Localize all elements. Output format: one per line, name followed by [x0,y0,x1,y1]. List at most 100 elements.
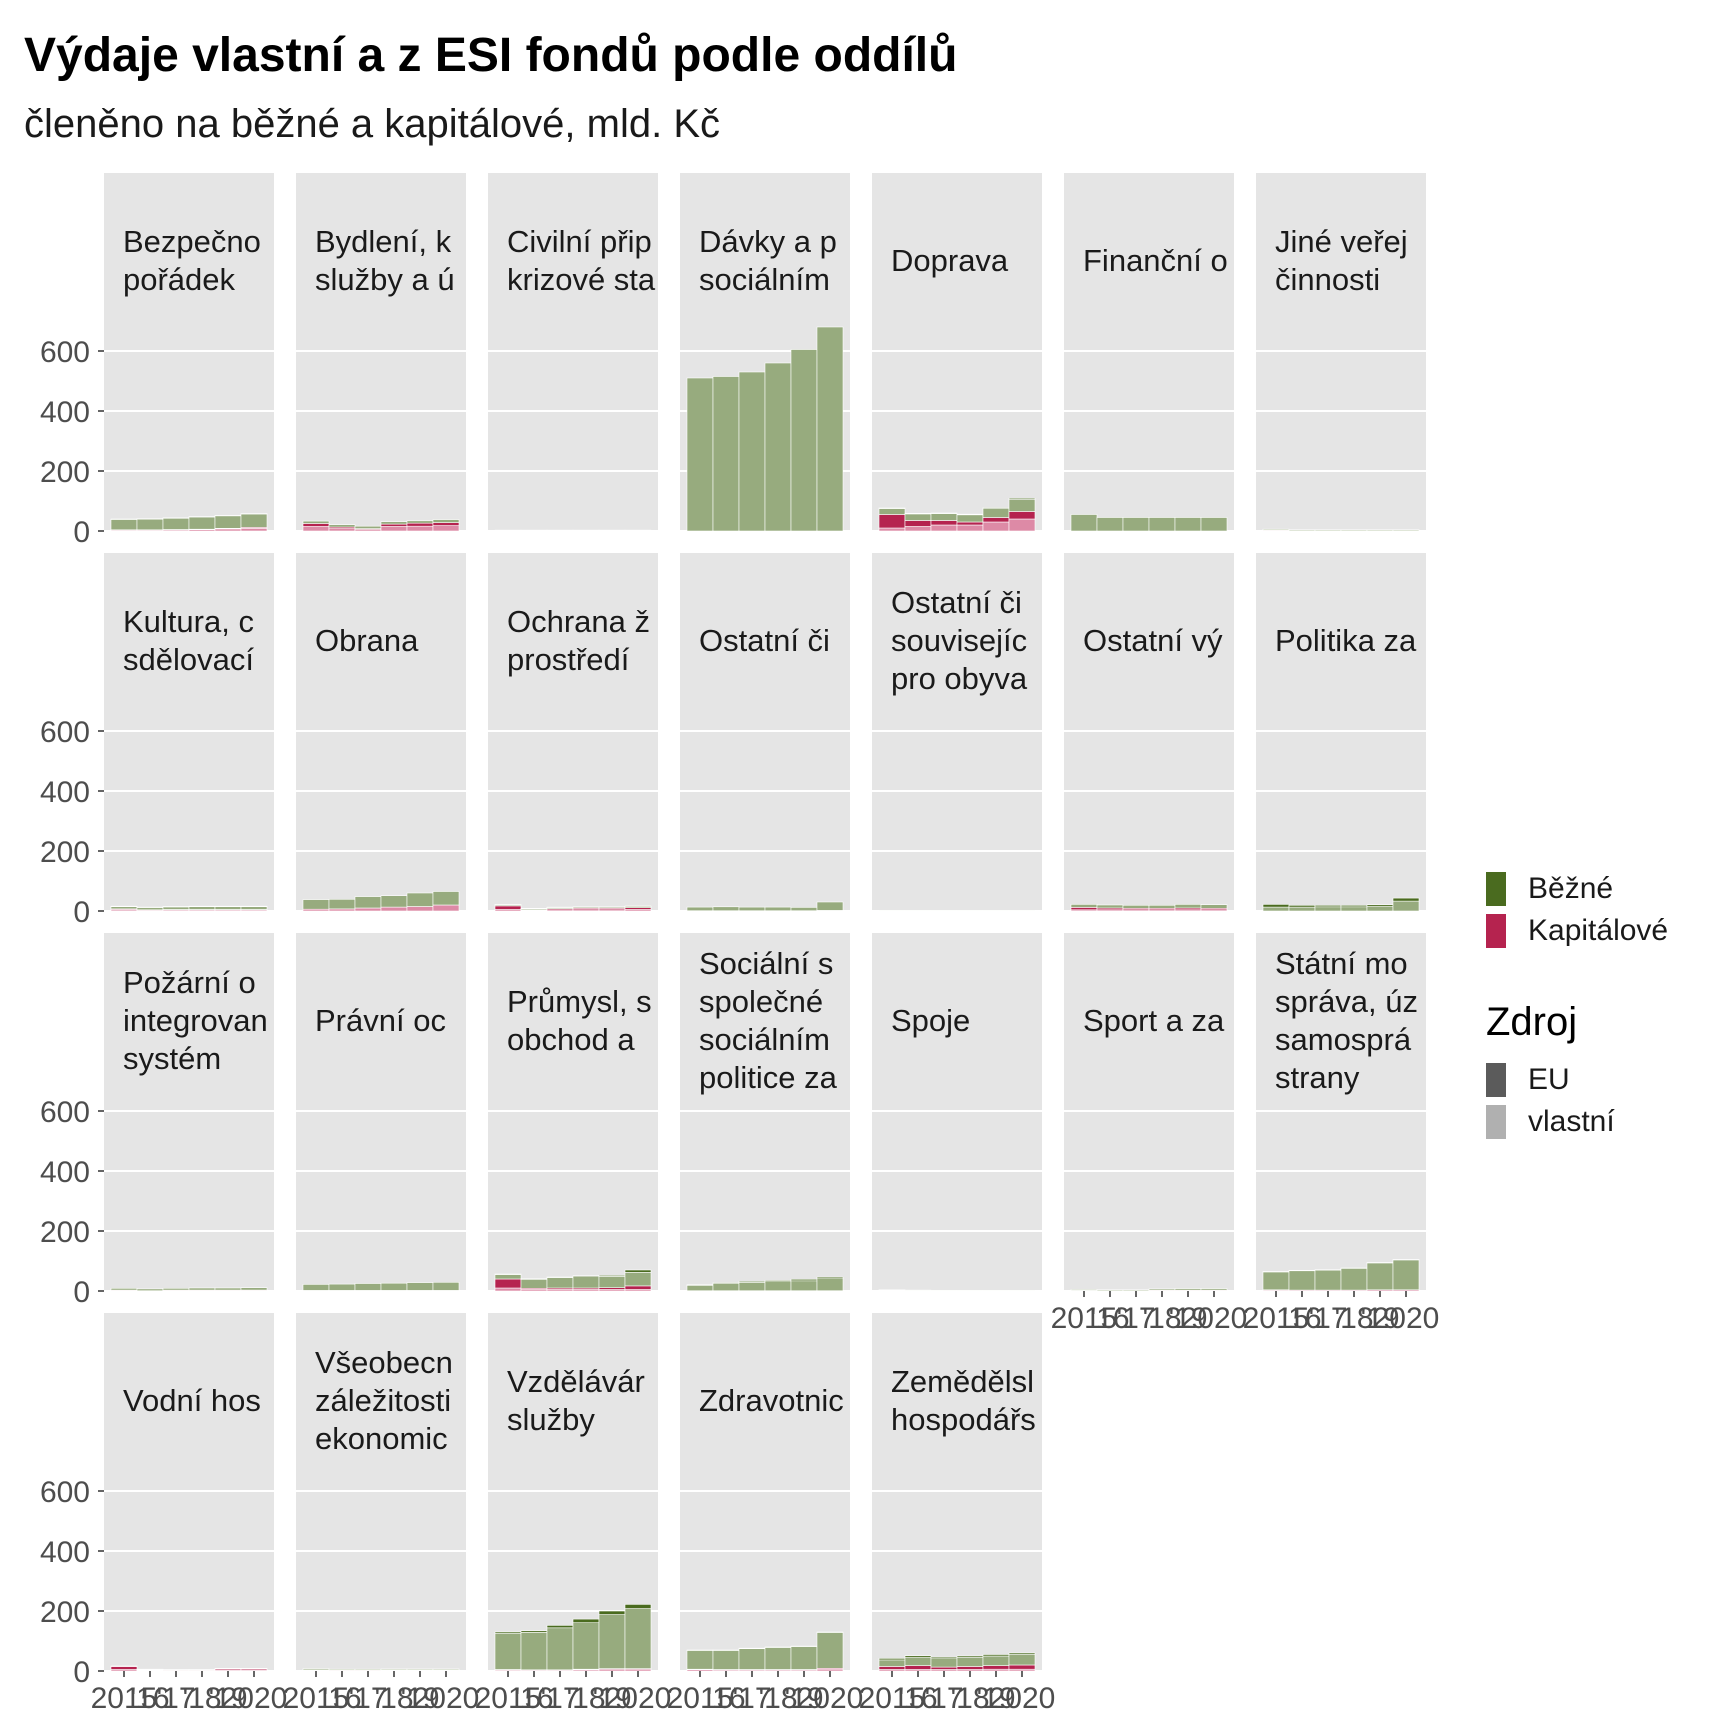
bar-segment-bezne_vlastni-2016 [712,1650,740,1670]
bar-segment-bezne_eu-2017 [162,517,190,519]
x-tick-label: '17 [732,1682,771,1715]
y-tick-label: 400 [40,1536,90,1569]
x-tick-label: '16 [130,1682,169,1715]
bar-segment-bezne_eu-2019 [790,1279,818,1282]
bar-segment-bezne_vlastni-2020 [624,1272,652,1287]
bar-segment-bezne_eu-2018 [572,906,600,908]
bar-segment-bezne_vlastni-2017 [1314,1269,1342,1291]
bar-segment-bezne_eu-2016 [712,1649,740,1651]
facet-panel-doprava: Doprava [872,173,1042,532]
bar-segment-bezne_vlastni-2015 [302,1668,330,1671]
x-tick-label: 2015 [283,1682,350,1715]
facet-label: činnosti [1275,262,1380,297]
legend-key-bezne [1486,872,1506,906]
facet-panel-pravni-ochrana: Právní oc [296,933,466,1292]
bar-segment-bezne_vlastni-2017 [354,525,382,529]
bar-segment-bezne_vlastni-2016 [904,1289,932,1291]
bar-segment-bezne_vlastni-2016 [328,524,356,528]
bar-segment-bezne_eu-2018 [1340,1267,1368,1269]
bar-segment-bezne_eu-2017 [930,512,958,514]
bar-segment-bezne_eu-2018 [572,1618,600,1623]
facet-label: pořádek [123,262,236,297]
x-tick-label: '16 [514,1682,553,1715]
bar-segment-bezne_vlastni-2015 [1070,904,1098,908]
x-tick-label: '17 [1308,1302,1347,1335]
bar-segment-bezne_vlastni-2017 [162,1669,190,1671]
bar-segment-bezne_vlastni-2017 [738,906,766,911]
bar-segment-bezne_vlastni-2017 [738,371,766,531]
bar-segment-bezne_eu-2015 [878,1658,906,1661]
facet-label: samosprá [1275,1022,1412,1057]
y-tick-label: 400 [40,396,90,429]
bar-segment-bezne_eu-2016 [520,1278,548,1280]
bar-segment-bezne_vlastni-2018 [188,1669,216,1671]
bar-segment-bezne_vlastni-2018 [764,906,792,911]
bar-segment-kapitalove_vlastni-2019 [214,528,242,531]
bar-segment-bezne_vlastni-2015 [1070,514,1098,531]
legend-item-bezne: Běžné [1486,868,1668,910]
bar-segment-kapitalove_eu-2018 [956,1666,984,1670]
bar-segment-kapitalove_vlastni-2016 [328,908,356,911]
x-tick-label: 2020 [413,1682,480,1715]
y-tick-label: 0 [73,896,90,929]
bar-segment-bezne_vlastni-2020 [816,901,844,911]
x-tick-label: '18 [1334,1302,1373,1335]
bar-segment-bezne_vlastni-2016 [1096,904,1124,909]
bar-segment-bezne_eu-2020 [240,513,268,515]
x-tick-label: '17 [156,1682,195,1715]
bar-segment-bezne_vlastni-2020 [816,326,844,531]
facet-label: Právní oc [315,1003,446,1038]
x-tick-label: '19 [208,1682,247,1715]
bar-segment-bezne_eu-2018 [764,1280,792,1283]
x-tick-label: 2015 [667,1682,734,1715]
chart-subtitle: členěno na běžné a kapitálové, mld. Kč [24,102,720,146]
bar-segment-bezne_vlastni-2019 [214,515,242,529]
bar-segment-kapitalove_eu-2015 [878,1666,906,1670]
bar-segment-bezne_vlastni-2018 [764,1281,792,1291]
facet-label: integrovan [123,1003,268,1038]
x-tick-label: '19 [592,1682,631,1715]
bar-segment-bezne_vlastni-2015 [302,899,330,910]
bar-segment-bezne_vlastni-2019 [1174,517,1202,531]
bar-segment-bezne_vlastni-2019 [982,508,1010,518]
bar-segment-bezne_vlastni-2017 [930,1658,958,1668]
bar-segment-bezne_vlastni-2020 [240,513,268,528]
bar-segment-bezne_eu-2019 [790,1645,818,1647]
bar-segment-bezne_vlastni-2015 [686,1650,714,1670]
bar-segment-bezne_eu-2015 [494,1273,522,1275]
bar-segment-bezne_eu-2017 [546,1625,574,1629]
bar-segment-bezne_eu-2017 [1314,904,1342,908]
bar-segment-kapitalove_vlastni-2018 [380,526,408,531]
bar-segment-bezne_eu-2017 [546,906,574,908]
bar-segment-bezne_vlastni-2020 [240,1668,268,1670]
bar-segment-kapitalove_eu-2020 [1008,511,1036,520]
bar-segment-bezne_vlastni-2020 [1008,1290,1036,1291]
bar-segment-kapitalove_vlastni-2017 [930,524,958,531]
bar-segment-kapitalove_eu-2018 [380,523,408,527]
bar-segment-bezne_vlastni-2016 [712,376,740,531]
facet-label: pro obyva [891,661,1028,696]
x-tick-label: '18 [374,1682,413,1715]
facet-label: ekonomic [315,1421,448,1456]
x-tick-label: '18 [182,1682,221,1715]
bar-segment-bezne_vlastni-2015 [110,518,138,531]
bar-segment-bezne_eu-2020 [816,1631,844,1633]
bar-segment-bezne_vlastni-2019 [598,529,626,531]
bar-segment-bezne_vlastni-2019 [406,520,434,524]
bar-segment-bezne_vlastni-2019 [406,1668,434,1671]
legend-key-vlastni [1486,1105,1506,1139]
facet-label: Zdravotnic [699,1383,844,1418]
bar-segment-kapitalove_vlastni-2015 [494,1287,522,1291]
bar-segment-bezne_vlastni-2018 [764,1647,792,1670]
bar-segment-bezne_vlastni-2019 [1366,529,1394,531]
bar-segment-bezne_vlastni-2016 [520,529,548,531]
bar-segment-kapitalove_eu-2020 [1008,1664,1036,1670]
facet-label: správa, úz [1275,984,1418,1019]
bar-segment-bezne_eu-2019 [982,1654,1010,1657]
bar-segment-bezne_vlastni-2016 [1288,529,1316,531]
